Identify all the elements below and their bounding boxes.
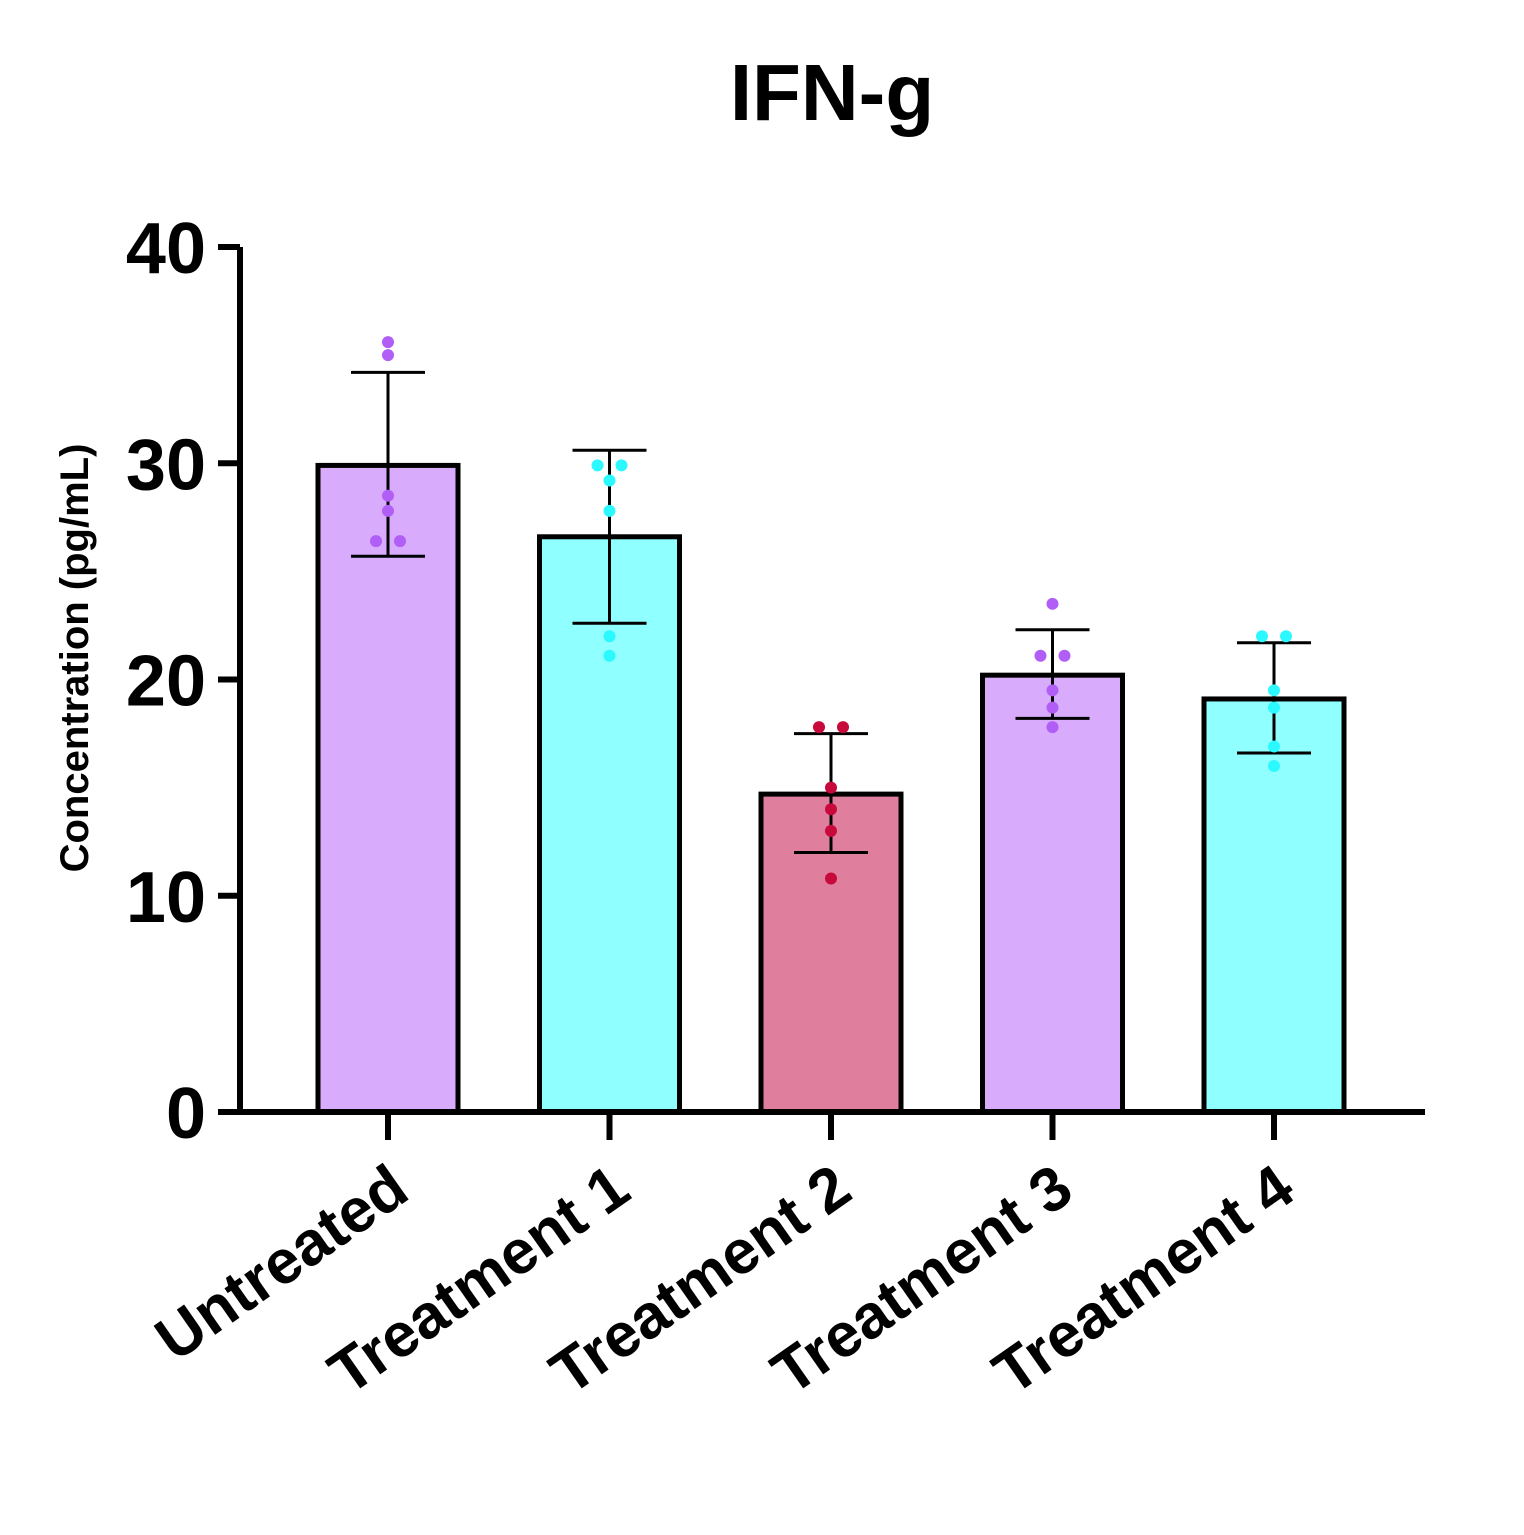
data-point-treatment-1-5 bbox=[603, 630, 616, 643]
data-point-treatment-1-3 bbox=[603, 474, 616, 487]
data-point-treatment-2-2 bbox=[837, 721, 849, 734]
data-point-treatment-4-1 bbox=[1256, 630, 1268, 643]
y-tick-label-40: 40 bbox=[126, 209, 206, 289]
bar-untreated bbox=[315, 462, 461, 1115]
bar-treatment-3 bbox=[980, 672, 1125, 1115]
data-point-treatment-4-4 bbox=[1268, 701, 1280, 714]
data-point-untreated-4 bbox=[382, 504, 394, 517]
data-point-untreated-3 bbox=[382, 489, 394, 502]
y-tick-label-10: 10 bbox=[126, 858, 206, 938]
data-point-treatment-4-5 bbox=[1268, 740, 1280, 753]
y-tick-label-0: 0 bbox=[166, 1074, 206, 1154]
data-point-treatment-2-1 bbox=[813, 721, 825, 734]
data-point-treatment-4-6 bbox=[1268, 760, 1280, 772]
y-tick-label-20: 20 bbox=[126, 642, 206, 722]
data-point-treatment-1-1 bbox=[591, 459, 604, 472]
data-point-untreated-2 bbox=[382, 349, 394, 362]
data-point-treatment-3-1 bbox=[1046, 597, 1059, 610]
data-point-treatment-2-3 bbox=[825, 781, 837, 794]
data-point-treatment-1-2 bbox=[615, 459, 628, 472]
data-point-treatment-2-5 bbox=[825, 824, 837, 837]
data-point-treatment-2-4 bbox=[825, 803, 837, 816]
y-axis-label: Concentration (pg/mL) bbox=[53, 444, 97, 873]
data-point-treatment-3-4 bbox=[1046, 684, 1059, 697]
data-point-treatment-3-2 bbox=[1034, 649, 1047, 662]
data-point-treatment-2-6 bbox=[825, 872, 837, 885]
y-tick-label-30: 30 bbox=[126, 425, 206, 505]
data-point-treatment-1-4 bbox=[603, 504, 616, 517]
data-point-treatment-3-6 bbox=[1046, 721, 1059, 734]
data-point-untreated-1 bbox=[382, 336, 394, 349]
data-point-treatment-3-3 bbox=[1058, 649, 1071, 662]
data-point-untreated-6 bbox=[394, 535, 406, 548]
data-point-untreated-5 bbox=[370, 535, 382, 548]
data-point-treatment-4-3 bbox=[1268, 684, 1280, 697]
data-point-treatment-4-2 bbox=[1280, 630, 1292, 643]
chart-title: IFN-g bbox=[730, 48, 934, 137]
data-point-treatment-3-5 bbox=[1046, 701, 1059, 714]
data-point-treatment-1-6 bbox=[603, 649, 616, 662]
